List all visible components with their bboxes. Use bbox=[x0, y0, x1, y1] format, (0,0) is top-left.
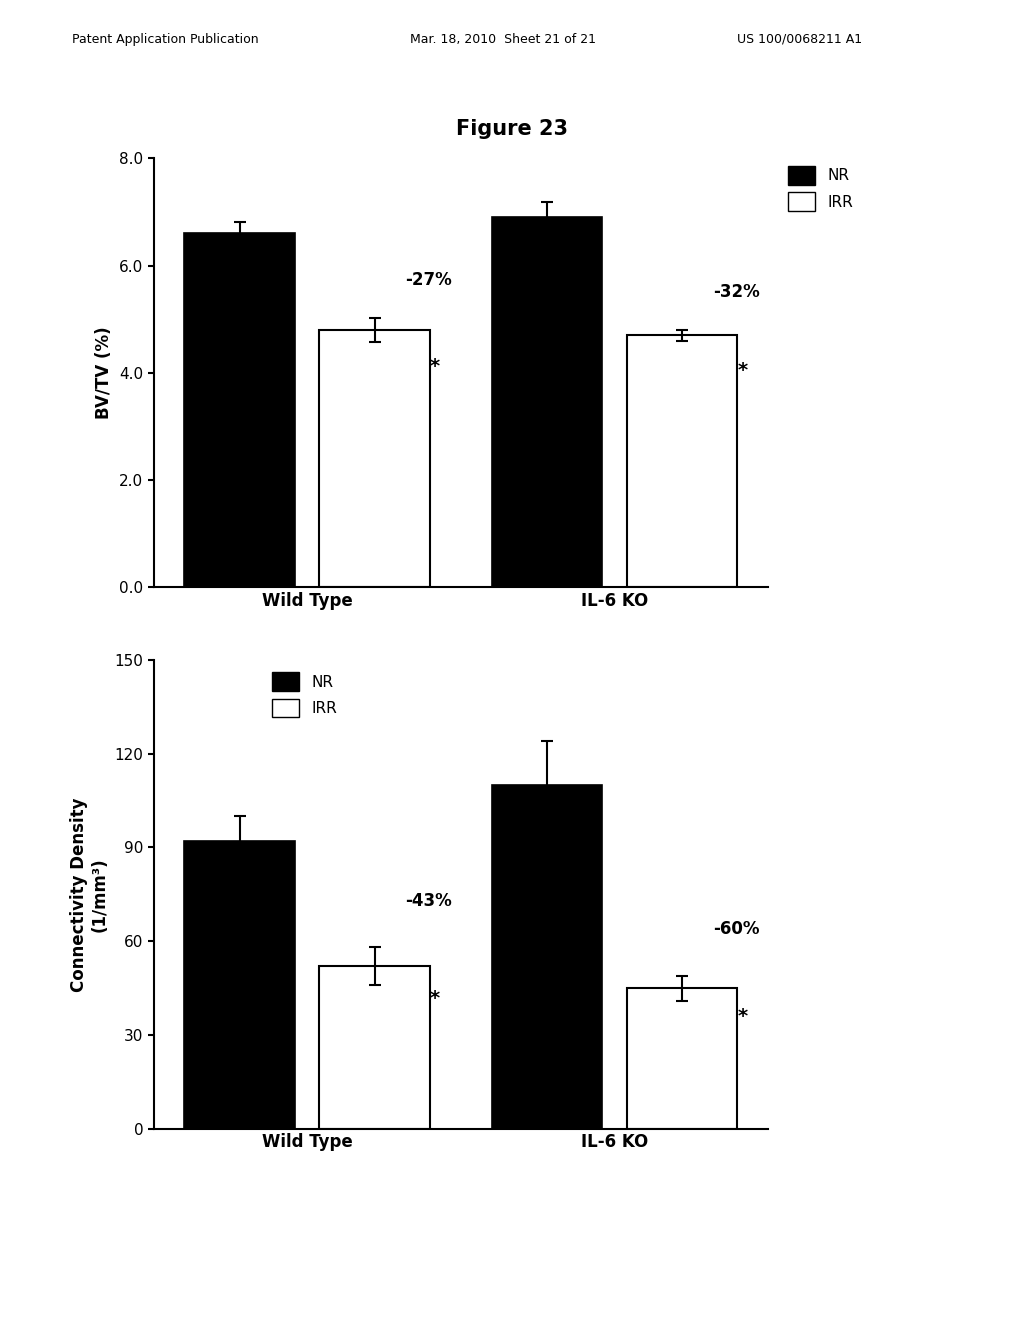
Text: -27%: -27% bbox=[406, 271, 453, 289]
Text: *: * bbox=[737, 362, 748, 380]
Bar bbox=[492, 785, 602, 1129]
Legend: NR, IRR: NR, IRR bbox=[271, 672, 337, 717]
Text: *: * bbox=[737, 1007, 748, 1026]
Text: -32%: -32% bbox=[713, 282, 760, 301]
Y-axis label: Connectivity Density
(1/mm³): Connectivity Density (1/mm³) bbox=[70, 797, 109, 991]
Text: *: * bbox=[430, 356, 440, 375]
Text: US 100/0068211 A1: US 100/0068211 A1 bbox=[737, 33, 862, 46]
Text: Figure 23: Figure 23 bbox=[456, 119, 568, 139]
Text: Patent Application Publication: Patent Application Publication bbox=[72, 33, 258, 46]
Text: *: * bbox=[430, 989, 440, 1008]
Bar bbox=[627, 987, 737, 1129]
Bar bbox=[319, 330, 430, 587]
Bar bbox=[492, 218, 602, 587]
Text: Mar. 18, 2010  Sheet 21 of 21: Mar. 18, 2010 Sheet 21 of 21 bbox=[410, 33, 596, 46]
Text: -43%: -43% bbox=[406, 892, 453, 909]
Bar bbox=[319, 966, 430, 1129]
Text: -60%: -60% bbox=[713, 920, 759, 939]
Legend: NR, IRR: NR, IRR bbox=[787, 166, 853, 211]
Bar bbox=[184, 234, 295, 587]
Bar bbox=[627, 335, 737, 587]
Bar bbox=[184, 841, 295, 1129]
Y-axis label: BV/TV (%): BV/TV (%) bbox=[95, 326, 114, 420]
